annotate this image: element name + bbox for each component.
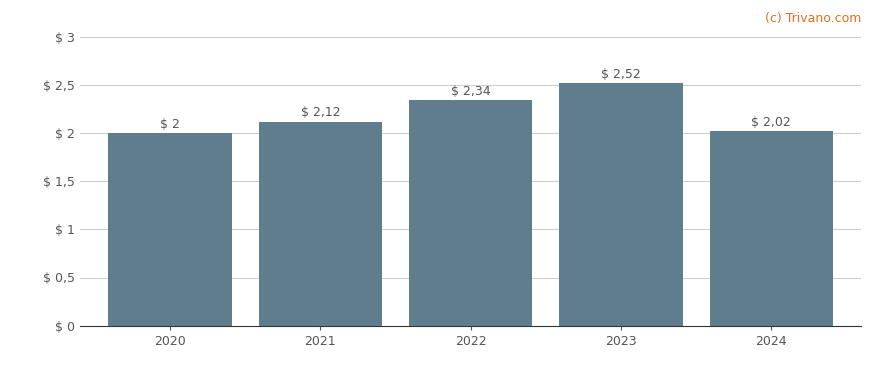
Bar — [409, 101, 532, 326]
Text: $ 2,52: $ 2,52 — [601, 68, 641, 81]
Text: (c) Trivano.com: (c) Trivano.com — [765, 13, 861, 26]
Bar — [559, 83, 683, 326]
Text: $ 2,02: $ 2,02 — [751, 116, 791, 129]
Text: $ 2,34: $ 2,34 — [451, 85, 490, 98]
Text: $ 2,12: $ 2,12 — [300, 106, 340, 119]
Bar — [258, 122, 382, 326]
Bar — [710, 131, 833, 326]
Bar — [108, 133, 232, 326]
Text: $ 2: $ 2 — [160, 118, 180, 131]
